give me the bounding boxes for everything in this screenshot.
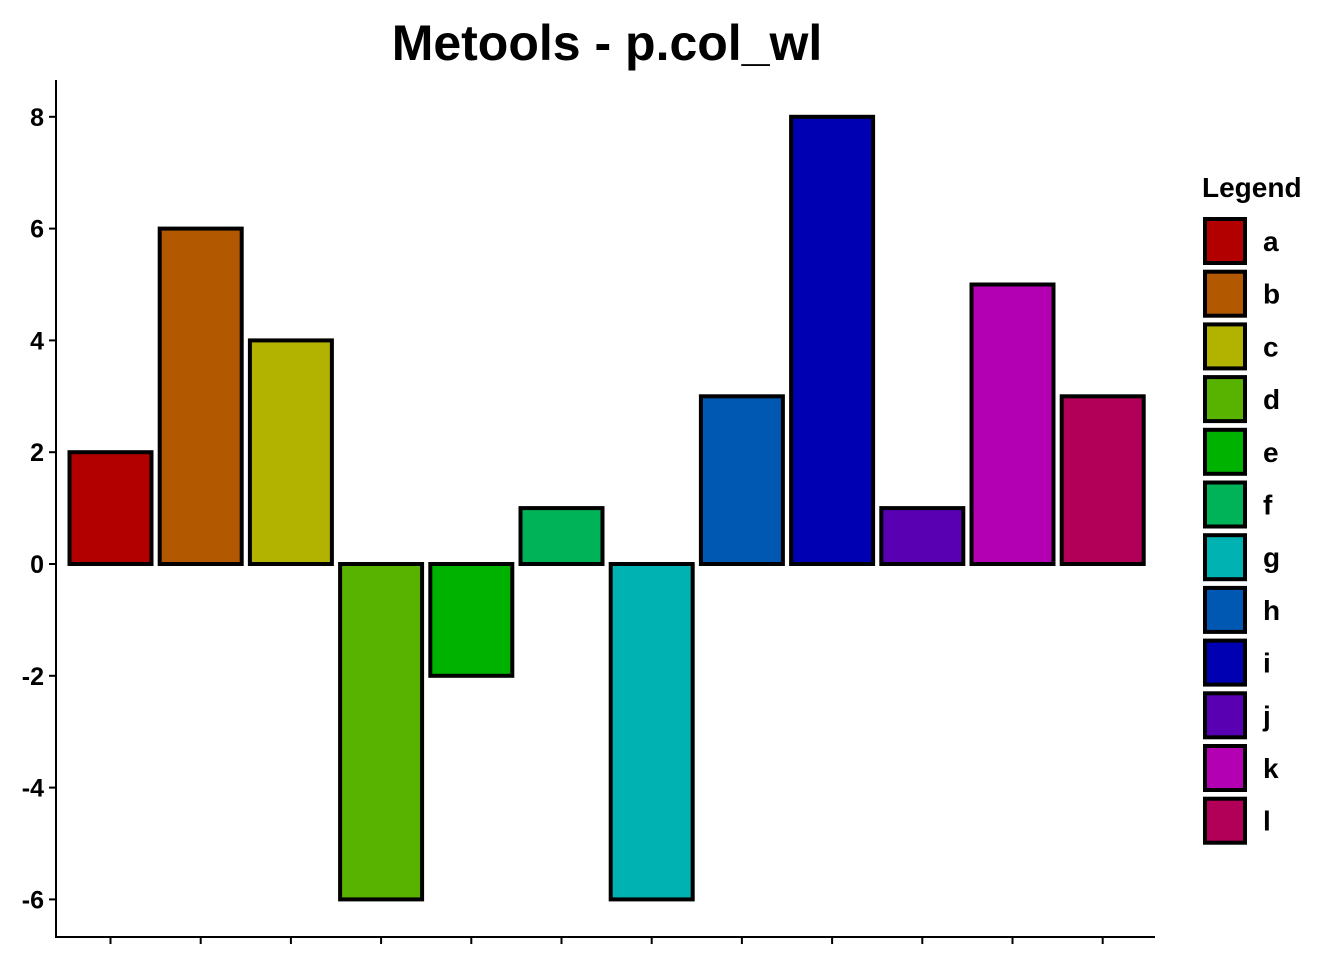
legend-item-a: a (1203, 217, 1279, 265)
legend-item-c: c (1203, 322, 1279, 371)
bar-l (1059, 394, 1146, 566)
legend-swatch (1203, 638, 1247, 687)
legend-item-f: f (1203, 480, 1273, 529)
legend-title: Legend (1202, 172, 1302, 203)
legend-item-g: g (1203, 533, 1280, 582)
axes-layer: -6 -4 -2 0 2 4 6 8 (22, 80, 1155, 944)
legend-swatch (1203, 533, 1247, 582)
legend-label: g (1263, 542, 1280, 573)
legend-label: e (1263, 437, 1279, 468)
legend-swatch (1203, 480, 1247, 529)
bar-a (67, 450, 154, 567)
bar-c (247, 338, 334, 566)
y-tick-label: -2 (22, 663, 44, 691)
legend-item-l: l (1203, 796, 1271, 845)
legend-swatch (1203, 427, 1247, 476)
legend-label: f (1263, 490, 1273, 521)
legend-label: c (1263, 331, 1279, 362)
legend-swatch (1203, 585, 1247, 634)
legend-label: b (1263, 279, 1280, 310)
chart-title: Metools - p.col_wl (392, 15, 823, 71)
y-tick-label: 4 (30, 327, 44, 355)
legend-swatch (1203, 375, 1247, 424)
bar-h (698, 394, 785, 566)
legend-label: a (1263, 226, 1279, 257)
legend-item-k: k (1203, 744, 1279, 792)
y-tick-label: 2 (30, 439, 44, 467)
bar-b (157, 226, 244, 566)
bar-e (428, 562, 515, 678)
bar-g (608, 562, 695, 902)
bar-i (789, 114, 876, 567)
legend-swatch (1203, 691, 1247, 740)
legend-item-h: h (1203, 585, 1280, 634)
legend-item-e: e (1203, 427, 1279, 476)
legend-label: i (1263, 648, 1271, 679)
bar-f (518, 506, 605, 567)
bar-d (338, 562, 425, 902)
bar-j (879, 506, 966, 567)
legend-swatch (1203, 322, 1247, 371)
bars-layer (67, 114, 1146, 902)
legend-label: k (1263, 753, 1279, 784)
legend-label: d (1263, 384, 1280, 415)
y-tick-label: -6 (22, 886, 44, 914)
legend-swatch (1203, 796, 1247, 845)
legend-item-b: b (1203, 269, 1280, 318)
y-tick-label: 6 (30, 216, 44, 244)
legend-swatch (1203, 269, 1247, 318)
legend-label: l (1263, 806, 1271, 837)
legend-item-d: d (1203, 375, 1280, 424)
legend-label: j (1262, 700, 1271, 731)
y-tick-label: 0 (30, 551, 44, 579)
y-tick-label: -4 (22, 775, 44, 803)
legend-swatch (1203, 744, 1247, 792)
y-tick-label: 8 (30, 104, 44, 132)
bar-k (969, 282, 1056, 566)
legend-swatch (1203, 217, 1247, 265)
legend-label: h (1263, 595, 1280, 626)
legend-item-j: j (1203, 691, 1271, 740)
legend-item-i: i (1203, 638, 1271, 687)
